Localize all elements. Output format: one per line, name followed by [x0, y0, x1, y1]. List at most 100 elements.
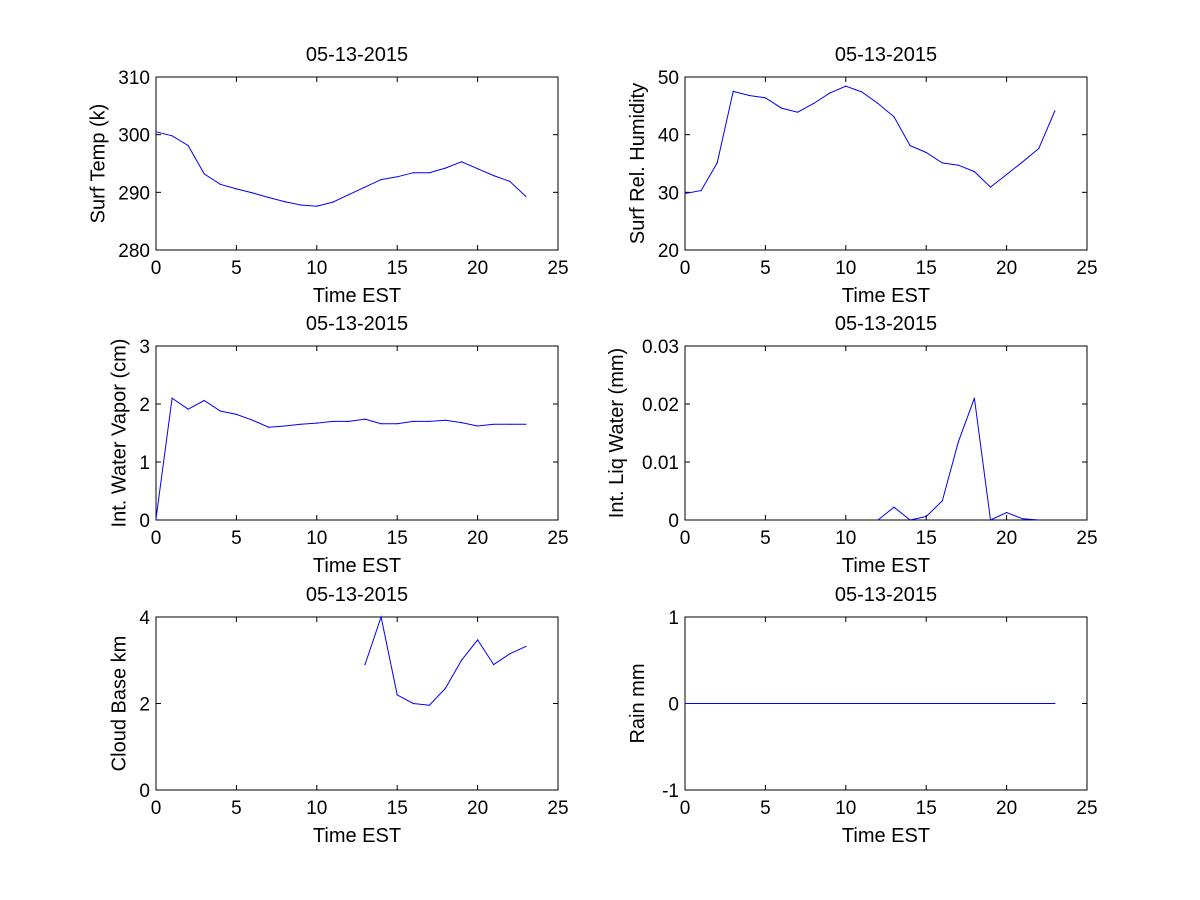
y-tick-label: 290	[118, 183, 150, 204]
x-tick-label: 5	[231, 258, 242, 279]
data-point	[493, 423, 495, 425]
data-point	[155, 131, 157, 133]
y-axis-title: Cloud Base km	[109, 636, 131, 772]
data-point	[203, 399, 205, 402]
data-point	[412, 420, 414, 422]
y-tick-label: 1	[668, 608, 679, 629]
y-tick-label: 20	[658, 241, 679, 262]
y-tick-label: 3	[139, 337, 150, 358]
plot-title: 05-13-2015	[835, 584, 937, 606]
data-point	[748, 94, 750, 97]
data-point	[1022, 161, 1024, 163]
x-tick-label: 20	[996, 258, 1017, 279]
x-tick-label: 20	[467, 528, 488, 549]
y-tick-label: 40	[658, 126, 679, 147]
data-point	[829, 92, 831, 94]
x-tick-label: 10	[835, 798, 856, 819]
y-tick-label: 310	[118, 68, 150, 89]
data-point	[909, 519, 911, 521]
data-point	[909, 145, 911, 147]
x-tick-label: 20	[996, 798, 1017, 819]
x-tick-label: 15	[916, 798, 937, 819]
x-tick-label: 0	[680, 528, 691, 549]
data-point	[284, 201, 286, 203]
y-tick-label: 50	[658, 68, 679, 89]
data-point	[509, 180, 511, 182]
y-axis-title: Int. Liq Water (mm)	[606, 348, 628, 518]
data-point	[364, 186, 366, 188]
y-tick-label: 300	[118, 126, 150, 147]
data-point	[477, 425, 479, 427]
y-tick-label: 1	[139, 453, 150, 474]
x-axis-title: Time EST	[313, 555, 401, 577]
subplot-surf-rel-humidity: 05-13-2015 Time EST Surf Rel. Humidity 0…	[627, 44, 1098, 307]
x-tick-label: 5	[760, 258, 771, 279]
data-point	[813, 102, 815, 105]
data-point	[941, 500, 943, 502]
data-point	[493, 664, 495, 666]
data-point	[732, 90, 734, 92]
data-point	[284, 425, 286, 427]
subplot-int-liq-water: 05-13-2015 Time EST Int. Liq Water (mm) …	[606, 313, 1098, 577]
data-point	[460, 161, 463, 163]
data-point	[428, 420, 430, 422]
data-point	[316, 422, 318, 424]
x-tick-label: 20	[467, 258, 488, 279]
x-axis-title: Time EST	[313, 825, 401, 847]
data-point	[412, 702, 414, 705]
data-point	[235, 413, 237, 415]
x-tick-label: 0	[151, 528, 162, 549]
plot-title: 05-13-2015	[306, 584, 408, 606]
plot-title: 05-13-2015	[306, 313, 408, 335]
x-tick-label: 0	[151, 258, 162, 279]
data-point	[364, 418, 366, 420]
data-point	[925, 151, 927, 154]
data-point	[1038, 519, 1040, 521]
x-tick-label: 15	[387, 798, 408, 819]
x-tick-label: 5	[760, 528, 771, 549]
data-point	[1006, 173, 1008, 176]
subplot-rain: 05-13-2015 Time EST Rain mm 0 5 10 15 20 25-1…	[627, 584, 1098, 847]
data-point	[348, 194, 350, 196]
x-tick-label: 5	[231, 798, 242, 819]
data-point	[332, 420, 334, 422]
x-tick-label: 15	[916, 528, 937, 549]
data-point	[493, 175, 495, 177]
subplot-cloud-base: 05-13-2015 Time EST Cloud Base km 0 5 10 15…	[109, 584, 569, 847]
plot-title: 05-13-2015	[835, 313, 937, 335]
x-axis-title: Time EST	[842, 285, 930, 307]
data-point	[509, 653, 511, 655]
x-tick-label: 15	[916, 258, 937, 279]
data-point	[716, 162, 718, 164]
y-tick-label: 0	[668, 511, 679, 532]
x-tick-label: 5	[760, 798, 771, 819]
axes-frame	[684, 345, 1088, 521]
data-point	[428, 704, 430, 706]
x-tick-label: 10	[835, 528, 856, 549]
data-point	[412, 172, 414, 174]
series-line	[155, 397, 526, 519]
data-point	[989, 519, 992, 521]
x-tick-label: 10	[835, 258, 856, 279]
x-tick-label: 5	[231, 528, 242, 549]
series-line	[155, 131, 527, 207]
data-point	[460, 422, 463, 424]
axes-frame	[155, 76, 559, 251]
y-tick-label: 30	[658, 183, 679, 204]
data-point	[203, 173, 205, 175]
x-tick-label: 0	[151, 798, 162, 819]
data-point	[251, 192, 254, 194]
y-tick-label: 4	[139, 608, 150, 629]
series-line	[684, 85, 1056, 194]
data-point	[893, 506, 895, 508]
plot-title: 05-13-2015	[306, 44, 408, 66]
x-tick-label: 25	[547, 528, 568, 549]
x-tick-label: 10	[306, 528, 327, 549]
data-point	[509, 423, 511, 425]
data-point	[525, 195, 527, 197]
subplot-int-water-vapor: 05-13-2015 Time EST Int. Water Vapor (cm…	[109, 313, 569, 577]
data-point	[396, 176, 398, 178]
y-tick-label: 280	[118, 241, 150, 262]
data-point	[187, 145, 189, 147]
